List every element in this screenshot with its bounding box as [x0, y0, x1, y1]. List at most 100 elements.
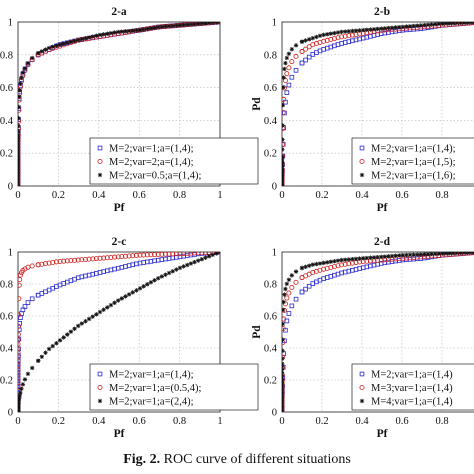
- data-point: [185, 262, 190, 268]
- data-point: [282, 147, 285, 152]
- data-point: [286, 65, 292, 71]
- legend-label: M=2;var=1;a=(1,4);: [109, 370, 194, 381]
- x-tick-label: 0: [279, 190, 284, 201]
- data-point: [415, 252, 420, 257]
- data-point: [282, 390, 285, 396]
- chart-title: 2-d: [374, 236, 391, 248]
- data-point: [188, 252, 194, 256]
- data-point: [429, 22, 434, 27]
- data-point: [65, 332, 70, 337]
- data-point: [284, 55, 290, 61]
- legend: M=2;var=1;a=(1,4); M=2;var=1;a=(0.5,4); M=…: [89, 363, 259, 411]
- data-point: [282, 96, 287, 102]
- data-point: [152, 25, 157, 30]
- data-point: [386, 25, 391, 31]
- data-point: [152, 278, 157, 283]
- data-point: [400, 252, 405, 258]
- data-point: [469, 22, 474, 25]
- data-point: [163, 272, 168, 277]
- data-point: [335, 30, 341, 35]
- y-tick-label: 0: [8, 182, 13, 193]
- data-point: [134, 288, 139, 293]
- data-point: [371, 255, 377, 260]
- data-point: [404, 252, 409, 258]
- data-point: [18, 327, 22, 333]
- data-point: [75, 257, 81, 263]
- data-point: [303, 46, 309, 52]
- data-point: [289, 59, 295, 65]
- data-point: [141, 27, 146, 32]
- series-layer: [282, 252, 474, 412]
- data-point: [199, 22, 205, 26]
- y-tick-label: 0.8: [264, 50, 277, 61]
- data-point: [461, 22, 467, 25]
- x-tick-label: 0.4: [92, 416, 106, 427]
- data-point: [94, 33, 99, 38]
- data-point: [166, 270, 172, 276]
- data-point: [195, 252, 201, 256]
- data-point: [46, 260, 52, 266]
- legend-box: [351, 363, 474, 411]
- data-point: [72, 326, 77, 331]
- data-point: [18, 323, 21, 329]
- legend-label: M=2;var=1;a=(1,4);: [109, 144, 194, 155]
- y-tick-label: 0.6: [0, 83, 13, 94]
- data-point: [18, 282, 22, 288]
- data-point: [119, 254, 125, 260]
- data-point: [282, 110, 286, 116]
- data-point: [83, 319, 88, 324]
- data-point: [65, 40, 70, 45]
- x-tick-label: 0.8: [435, 190, 448, 201]
- data-point: [18, 147, 21, 153]
- data-point: [454, 252, 459, 256]
- data-point: [202, 252, 208, 256]
- y-tick-label: 0.8: [0, 50, 13, 61]
- data-point: [282, 103, 286, 108]
- data-point: [126, 292, 132, 297]
- data-point: [29, 365, 35, 371]
- x-tick-label: 0.2: [52, 416, 65, 427]
- data-point: [335, 258, 341, 263]
- data-point: [307, 263, 312, 268]
- data-point: [18, 353, 21, 359]
- data-point: [282, 75, 286, 80]
- data-point: [332, 30, 337, 36]
- data-point: [22, 377, 28, 382]
- data-point: [286, 82, 292, 88]
- data-point: [451, 252, 456, 256]
- data-point: [50, 343, 55, 349]
- data-point: [306, 44, 312, 50]
- data-point: [162, 252, 168, 257]
- data-point: [299, 49, 305, 55]
- data-point: [368, 255, 373, 260]
- data-point: [282, 394, 285, 400]
- y-tick-label: 0.4: [0, 116, 14, 127]
- data-point: [282, 321, 286, 327]
- data-point: [217, 252, 220, 255]
- data-point: [174, 267, 179, 272]
- data-point: [393, 253, 398, 258]
- legend-label: M=2;var=1;a=(1,5);: [371, 157, 456, 168]
- data-point: [299, 60, 305, 66]
- data-point: [18, 367, 21, 373]
- data-point: [422, 252, 427, 257]
- legend-marker: [359, 145, 365, 151]
- data-point: [101, 307, 106, 312]
- data-point: [68, 329, 74, 334]
- figure-caption: Fig. 2. ROC curve of different situation…: [0, 452, 474, 468]
- legend-marker: [359, 384, 365, 390]
- chart-panel: 0 0.2 0.4 0.6 0.8 0 0.2 0.4 0.6 0.8 1 2-d Pf Pd M=2;va…: [251, 236, 474, 440]
- data-point: [155, 276, 161, 281]
- data-point: [418, 252, 423, 257]
- legend-box: [89, 137, 259, 185]
- data-point: [130, 290, 135, 295]
- data-point: [137, 252, 143, 258]
- data-point: [174, 23, 179, 28]
- data-point: [159, 252, 165, 257]
- data-point: [350, 28, 355, 34]
- data-point: [72, 38, 77, 44]
- data-point: [283, 286, 288, 292]
- data-point: [199, 257, 205, 262]
- data-point: [375, 26, 380, 32]
- data-point: [469, 252, 474, 255]
